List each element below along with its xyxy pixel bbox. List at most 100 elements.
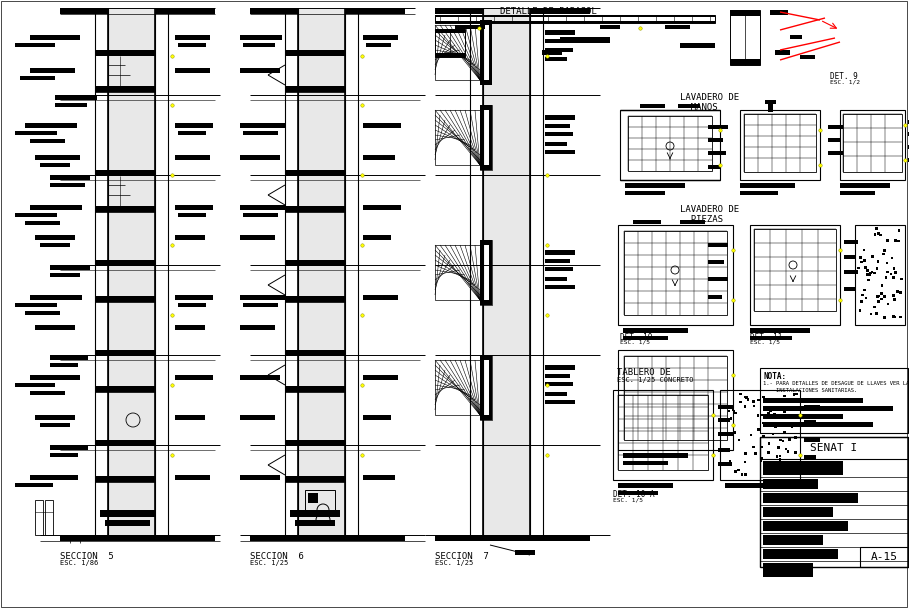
Bar xyxy=(750,434,753,436)
Bar xyxy=(545,382,573,386)
Bar xyxy=(840,191,875,195)
Bar xyxy=(784,410,785,413)
Bar xyxy=(95,260,155,266)
Text: DET. 10 A: DET. 10 A xyxy=(613,490,654,499)
Bar xyxy=(285,50,345,92)
Bar xyxy=(175,35,210,40)
Bar xyxy=(15,383,55,387)
Bar xyxy=(767,451,770,454)
Bar xyxy=(908,158,909,162)
Bar xyxy=(240,205,285,210)
Bar xyxy=(740,191,778,195)
Bar xyxy=(869,274,872,276)
Bar xyxy=(545,374,570,378)
Bar xyxy=(50,445,88,450)
Bar xyxy=(876,300,879,302)
Bar xyxy=(763,422,764,424)
Bar xyxy=(757,429,760,431)
Bar xyxy=(745,396,747,399)
Bar xyxy=(864,266,867,269)
Bar xyxy=(285,440,345,446)
Bar xyxy=(363,35,398,40)
Bar xyxy=(623,461,668,465)
Bar xyxy=(877,300,880,303)
Bar xyxy=(718,418,730,422)
Bar xyxy=(625,183,685,188)
Bar xyxy=(285,386,345,392)
Bar xyxy=(435,25,480,80)
Bar xyxy=(545,400,575,404)
Text: ESC. 1/5: ESC. 1/5 xyxy=(750,340,780,345)
Bar xyxy=(285,440,345,482)
Bar xyxy=(435,110,480,165)
Bar xyxy=(760,457,763,459)
Bar xyxy=(483,245,489,300)
Bar xyxy=(95,476,155,482)
Bar xyxy=(295,520,335,526)
Bar xyxy=(55,103,87,107)
Bar xyxy=(768,443,770,445)
Bar xyxy=(680,220,705,224)
Bar xyxy=(435,21,715,23)
Bar xyxy=(785,399,787,401)
Bar xyxy=(95,170,155,212)
Bar xyxy=(618,491,658,495)
Bar xyxy=(763,414,843,419)
Text: DET. 10: DET. 10 xyxy=(620,333,653,342)
Bar xyxy=(730,59,760,65)
Bar xyxy=(880,298,883,300)
Bar xyxy=(871,270,873,273)
Text: ESC. 1/25 CONCRETO: ESC. 1/25 CONCRETO xyxy=(617,377,694,383)
Bar xyxy=(718,448,730,452)
Bar xyxy=(763,424,765,426)
Bar xyxy=(250,8,405,14)
Bar xyxy=(243,303,278,307)
Text: DET. 9: DET. 9 xyxy=(830,72,858,81)
Bar xyxy=(708,138,723,142)
Bar xyxy=(732,409,734,411)
Bar xyxy=(30,139,65,143)
Bar xyxy=(784,469,785,471)
Bar xyxy=(894,298,895,301)
Bar xyxy=(50,453,78,457)
Bar xyxy=(883,249,885,252)
Bar xyxy=(363,123,401,128)
Bar xyxy=(100,510,155,517)
Bar xyxy=(285,476,345,482)
Bar xyxy=(891,256,894,259)
Bar xyxy=(779,438,782,441)
Bar xyxy=(757,398,760,401)
Bar xyxy=(545,132,573,136)
Bar xyxy=(874,272,876,275)
Bar xyxy=(781,462,784,465)
Bar xyxy=(613,390,713,480)
Bar xyxy=(35,155,80,160)
Bar xyxy=(800,55,815,59)
Bar xyxy=(860,547,908,567)
Bar xyxy=(893,267,895,270)
Bar xyxy=(760,437,908,459)
Bar xyxy=(771,407,774,409)
Text: ESC. 1/2: ESC. 1/2 xyxy=(830,79,860,84)
Bar xyxy=(30,68,75,73)
Bar xyxy=(898,230,901,232)
Bar xyxy=(744,473,746,476)
Bar xyxy=(784,448,787,450)
Bar xyxy=(894,315,896,318)
Bar xyxy=(886,239,888,242)
Bar xyxy=(620,110,720,180)
Bar xyxy=(738,438,740,441)
Bar xyxy=(782,440,784,442)
Bar xyxy=(877,260,879,262)
Bar xyxy=(875,267,878,270)
Bar xyxy=(740,183,795,188)
Bar xyxy=(678,104,700,108)
Bar xyxy=(828,151,843,155)
Text: TABLERO DE: TABLERO DE xyxy=(617,368,671,377)
Bar xyxy=(760,437,908,567)
Bar xyxy=(108,8,155,535)
Bar xyxy=(480,355,492,420)
Bar xyxy=(734,412,736,414)
Bar xyxy=(545,150,575,154)
Bar xyxy=(859,309,862,312)
